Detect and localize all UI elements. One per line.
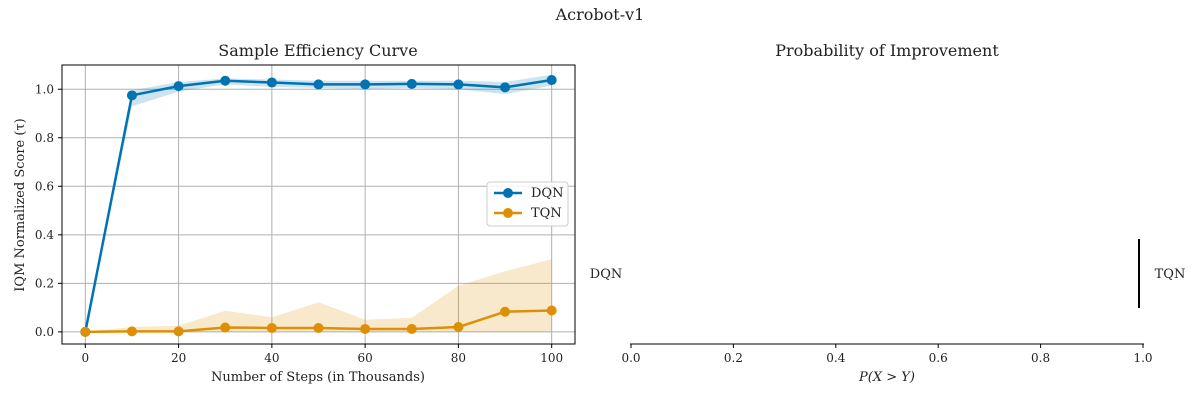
figure-title: Acrobot-v1 [555,5,645,24]
prob-x-tick-label: 0.2 [724,351,743,365]
dqn-point [126,90,137,101]
dqn-point [313,79,324,90]
x-tick-label: 100 [540,351,563,365]
y-tick-label: 0.0 [35,325,54,339]
algorithm-y-label: TQN [1155,267,1186,282]
y-tick-label: 0.2 [35,276,54,290]
probability-title: Probability of Improvement [775,41,999,60]
left-x-axis-title: Number of Steps (in Thousands) [211,370,425,385]
dqn-point [406,78,417,89]
y-tick-label: 1.0 [35,82,54,96]
probability-x-axis-title: P(X > Y) [858,370,915,385]
prob-x-tick-label: 0.8 [1031,351,1050,365]
dqn-point [546,75,557,86]
left-x-ticks: 0 20 40 60 80 100 [81,344,563,365]
tqn-point [360,323,371,334]
x-tick-label: 80 [451,351,466,365]
tqn-point [500,306,511,317]
prob-x-tick-label: 1.0 [1133,351,1152,365]
dqn-point [266,77,277,88]
dqn-point [360,79,371,90]
prob-x-tick-label: 0.0 [621,351,640,365]
left-plot-frame [61,64,576,345]
y-tick-label: 0.8 [35,131,54,145]
left-y-ticks: 0.0 0.2 0.4 0.6 0.8 1.0 [35,82,62,339]
tqn-point [126,326,137,337]
sample-efficiency-title: Sample Efficiency Curve [218,41,417,60]
dqn-point [173,81,184,92]
legend-label-tqn: TQN [531,206,562,221]
tqn-point [220,322,231,333]
series-points [80,75,557,337]
sample-efficiency-panel: Sample Efficiency Curve 0 20 40 60 80 100 0.0… [13,41,576,385]
dqn-point [500,82,511,93]
tqn-point [453,322,464,333]
tqn-point [173,326,184,337]
tqn-point [546,305,557,316]
right-x-ticks: 0.0 0.2 0.4 0.6 0.8 1.0 [621,344,1153,365]
dqn-point [220,75,231,86]
prob-x-tick-label: 0.6 [929,351,948,365]
prob-x-tick-label: 0.4 [826,351,845,365]
legend: DQN TQN [486,181,569,227]
algorithm-x-label: DQN [590,267,622,282]
legend-marker-tqn [503,208,513,218]
tqn-confidence-band [85,259,552,332]
tqn-point [406,323,417,334]
x-tick-label: 20 [171,351,186,365]
tqn-point [80,326,91,337]
tqn-point [266,322,277,333]
tqn-point [313,322,324,333]
probability-of-improvement-panel: Probability of Improvement DQN TQN 0.0 0.… [590,41,1186,385]
legend-marker-dqn [503,188,513,198]
dqn-point [453,79,464,90]
x-tick-label: 40 [264,351,279,365]
left-y-axis-title: IQM Normalized Score (τ) [13,118,28,291]
legend-label-dqn: DQN [531,186,563,201]
x-tick-label: 60 [357,351,372,365]
confidence-bands [85,74,552,332]
y-tick-label: 0.6 [35,179,54,193]
x-tick-label: 0 [81,351,89,365]
y-tick-label: 0.4 [35,228,54,242]
